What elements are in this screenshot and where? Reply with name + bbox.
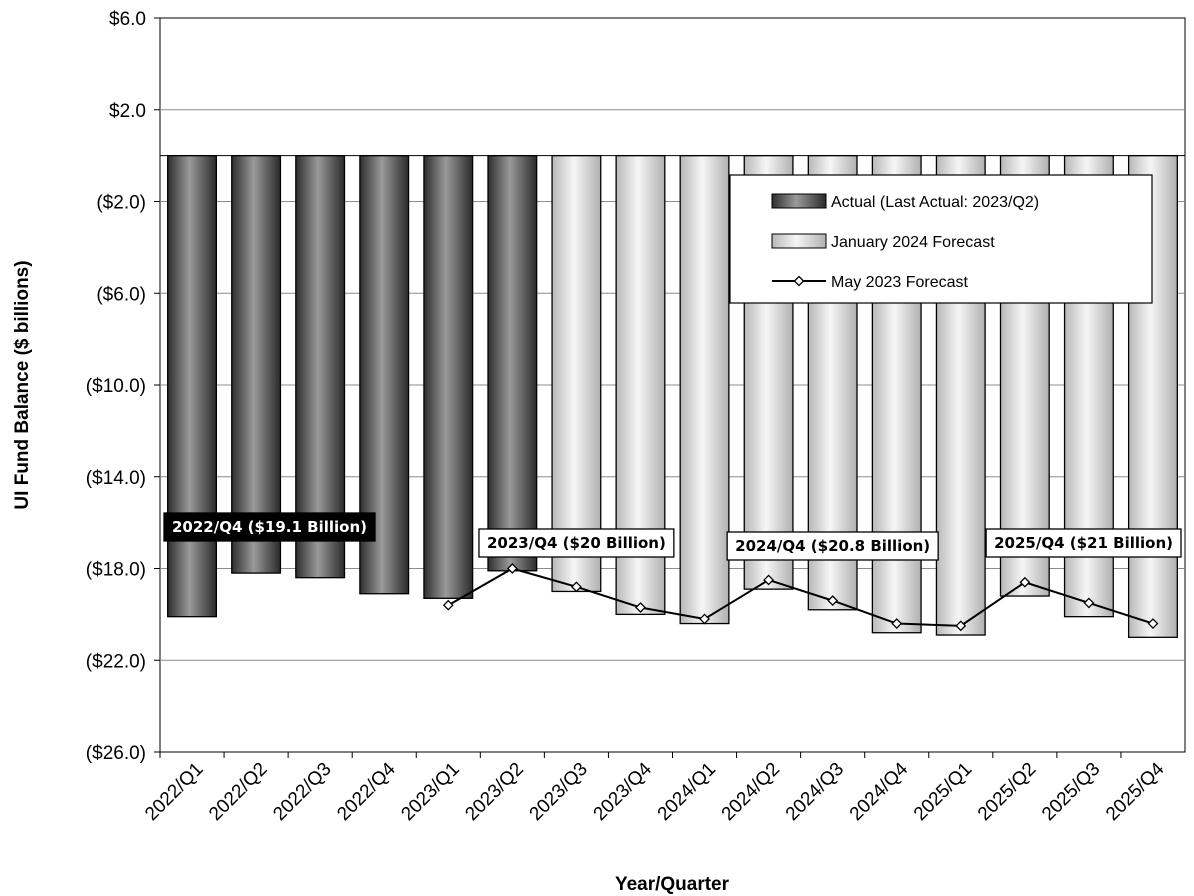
point-2024-Q1 <box>699 613 710 625</box>
x-tick-label: 2024/Q4 <box>846 758 913 825</box>
bar-2023-Q3 <box>551 154 602 593</box>
annotation-text: 2022/Q4 ($19.1 Billion) <box>172 518 367 536</box>
point-2025-Q2 <box>1019 576 1031 588</box>
annotation-text: 2023/Q4 ($20 Billion) <box>487 534 666 552</box>
bar-2022-Q1 <box>167 154 218 618</box>
x-tick-label: 2023/Q1 <box>397 759 463 825</box>
may-2023-forecast-line <box>447 567 1154 627</box>
x-tick-label: 2022/Q3 <box>269 759 335 825</box>
point-2023-Q1 <box>442 599 454 611</box>
annotation: 2022/Q4 ($19.1 Billion) <box>163 512 376 542</box>
y-tick-label: ($18.0) <box>86 560 146 581</box>
x-axis-title: Year/Quarter <box>615 874 730 895</box>
annotations: 2022/Q4 ($19.1 Billion) 2023/Q4 ($20 Bill… <box>163 512 1182 561</box>
x-tick-label: 2023/Q3 <box>526 759 592 825</box>
legend-swatch <box>771 193 827 209</box>
annotation-text: 2024/Q4 ($20.8 Billion) <box>735 537 930 555</box>
x-axis: 2022/Q12022/Q22022/Q32022/Q42023/Q12023/… <box>141 752 1169 825</box>
x-tick-label: 2025/Q2 <box>974 759 1040 825</box>
x-tick-label: 2024/Q3 <box>782 759 848 825</box>
annotation: 2024/Q4 ($20.8 Billion) <box>726 531 939 561</box>
x-tick-label: 2025/Q1 <box>910 759 976 825</box>
legend: Actual (Last Actual: 2023/Q2) January 202… <box>729 174 1153 304</box>
legend-swatch <box>771 233 827 249</box>
x-tick-label: 2024/Q1 <box>654 759 720 825</box>
bar-2022-Q2 <box>231 154 282 574</box>
x-tick-label: 2023/Q2 <box>461 759 527 825</box>
y-axis: $6.0 $2.0 ($2.0) ($6.0) ($10.0) ($14.0) ($18.0… <box>86 9 160 764</box>
legend-label: January 2024 Forecast <box>831 234 995 251</box>
y-tick-label: ($26.0) <box>86 743 146 764</box>
annotation-box <box>726 531 939 561</box>
legend-marker <box>793 275 805 287</box>
annotation-box <box>163 512 376 542</box>
y-tick-label: ($10.0) <box>86 376 146 397</box>
annotation: 2025/Q4 ($21 Billion) <box>985 528 1182 558</box>
point-2023-Q4 <box>635 602 646 613</box>
point-2024-Q4 <box>891 618 903 629</box>
bar-2023-Q1 <box>423 154 474 599</box>
point-2024-Q2 <box>763 574 775 586</box>
x-tick-label: 2023/Q4 <box>590 758 657 825</box>
y-tick-label: ($22.0) <box>86 651 146 672</box>
point-2025-Q1 <box>955 620 967 632</box>
x-tick-label: 2024/Q2 <box>718 759 784 825</box>
annotation-text: 2025/Q4 ($21 Billion) <box>994 534 1173 552</box>
bar-2022-Q3 <box>295 154 346 579</box>
y-tick-label: ($6.0) <box>96 284 146 305</box>
x-tick-label: 2025/Q3 <box>1038 759 1104 825</box>
x-tick-label: 2022/Q1 <box>141 759 207 825</box>
point-2024-Q3 <box>827 595 839 607</box>
annotation: 2023/Q4 ($20 Billion) <box>478 528 675 558</box>
point-2025-Q3 <box>1083 597 1095 609</box>
y-tick-label: $6.0 <box>109 9 146 30</box>
y-tick-label: ($2.0) <box>96 193 146 214</box>
x-tick-label: 2022/Q4 <box>333 758 400 825</box>
y-axis-title: UI Fund Balance ($ billions) <box>12 260 33 509</box>
forecast-line <box>442 563 1159 632</box>
legend-label: Actual (Last Actual: 2023/Q2) <box>831 194 1039 211</box>
bar-2023-Q2 <box>487 154 538 572</box>
point-2023-Q2 <box>506 563 518 574</box>
annotation-box <box>985 528 1182 558</box>
annotation-box <box>478 528 675 558</box>
y-tick-label: ($14.0) <box>86 468 146 489</box>
point-2023-Q3 <box>570 581 582 593</box>
x-tick-label: 2022/Q2 <box>205 759 271 825</box>
y-tick-label: $2.0 <box>109 101 146 122</box>
x-tick-label: 2025/Q4 <box>1102 758 1169 825</box>
legend-label: May 2023 Forecast <box>831 274 969 291</box>
bar-2024-Q1 <box>679 154 730 625</box>
point-2025-Q4 <box>1147 618 1159 629</box>
